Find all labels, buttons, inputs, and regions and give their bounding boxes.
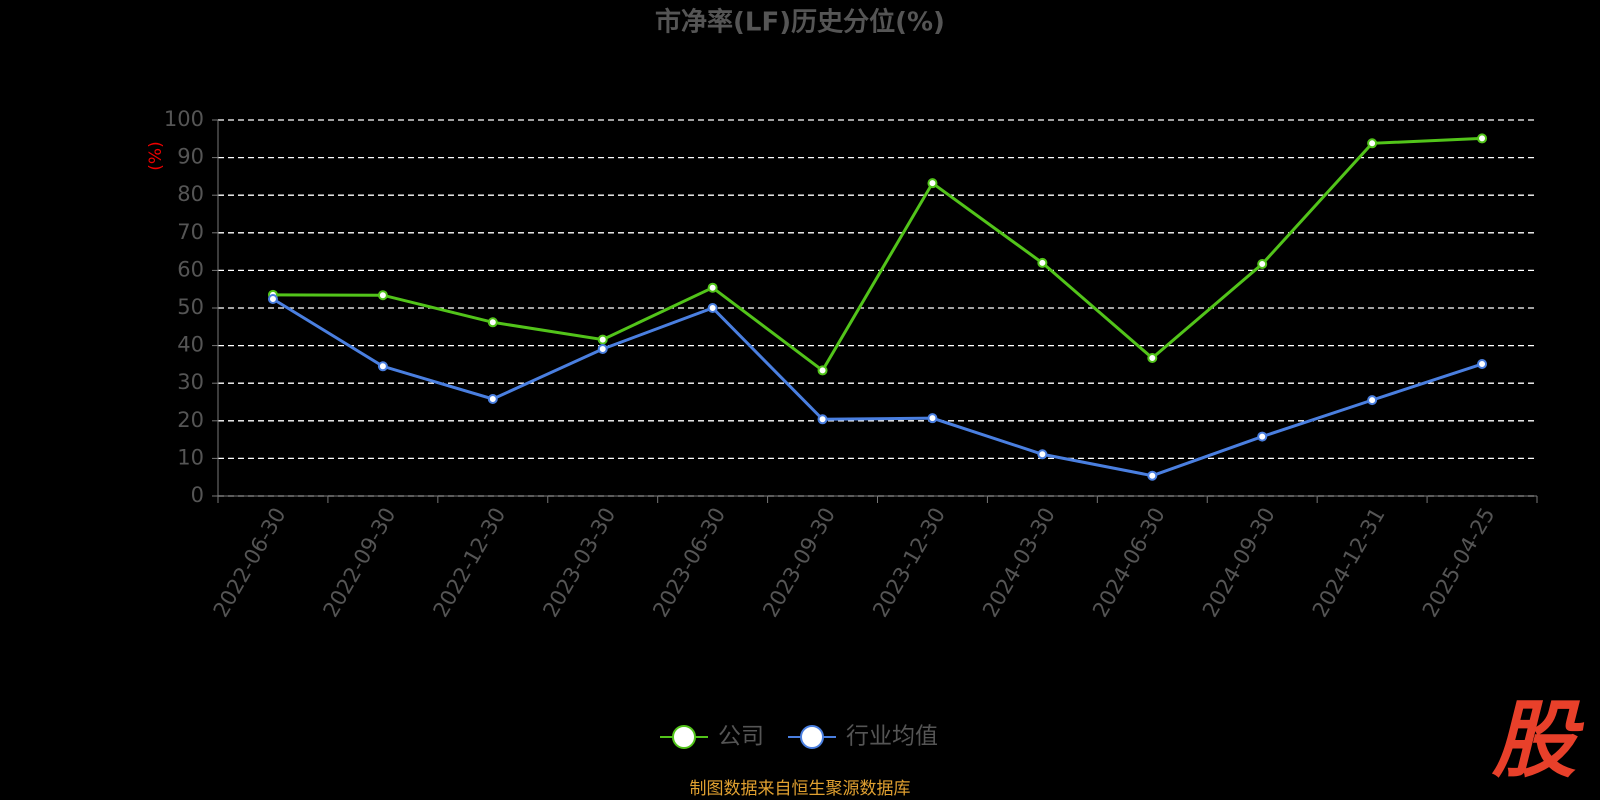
x-tick-label: 2024-06-30 [1088,504,1170,622]
y-tick-label: 20 [177,408,204,432]
point [817,414,828,425]
y-tick-label: 70 [177,220,204,244]
legend-marker [800,725,824,749]
point [1257,259,1268,270]
y-tick-label: 0 [191,483,204,507]
point [1477,359,1488,370]
chart-title: 市净率(LF)历史分位(%) [655,7,945,38]
x-tick-label: 2023-03-30 [538,504,620,622]
y-tick-label: 90 [177,145,204,169]
y-tick-label: 80 [177,182,204,206]
x-tick-label: 2023-09-30 [758,504,840,622]
point [597,334,608,345]
point [1147,353,1158,364]
point [927,178,938,189]
x-tick-label: 2023-06-30 [648,504,730,622]
point [1257,431,1268,442]
point [707,282,718,293]
x-tick-label: 2022-12-30 [429,504,511,622]
point [1367,395,1378,406]
y-tick-label: 100 [164,107,204,131]
point [377,361,388,372]
point [1037,449,1048,460]
x-tick-label: 2025-04-25 [1418,504,1500,622]
x-tick-label: 2022-06-30 [209,504,291,622]
point [487,393,498,404]
point [267,293,278,304]
y-tick-label: 10 [177,445,204,469]
legend-marker [672,725,696,749]
point [487,317,498,328]
point [1367,138,1378,149]
x-tick-label: 2023-12-30 [868,504,950,622]
y-tick-label: 40 [177,333,204,357]
legend-label: 行业均值 [846,724,938,750]
source-note: 制图数据来自恒生聚源数据库 [690,779,911,799]
x-tick-label: 2024-09-30 [1198,504,1280,622]
x-tick-label: 2024-03-30 [978,504,1060,622]
point [707,303,718,313]
point [1477,133,1488,144]
series-line [272,136,1483,373]
y-tick-label: 30 [177,370,204,394]
point [817,365,828,376]
point [927,413,938,424]
point [1147,470,1158,481]
y-tick-label: 60 [177,257,204,281]
legend-label: 公司 [718,724,764,750]
point [377,290,388,301]
y-tick-label: 50 [177,295,204,319]
point [597,343,608,354]
series-line [272,297,1483,478]
x-tick-label: 2024-12-31 [1308,504,1390,622]
point [1037,257,1048,268]
watermark: 股 [1491,691,1585,789]
y-axis-label: (%) [146,141,166,170]
x-tick-label: 2022-09-30 [319,504,401,622]
